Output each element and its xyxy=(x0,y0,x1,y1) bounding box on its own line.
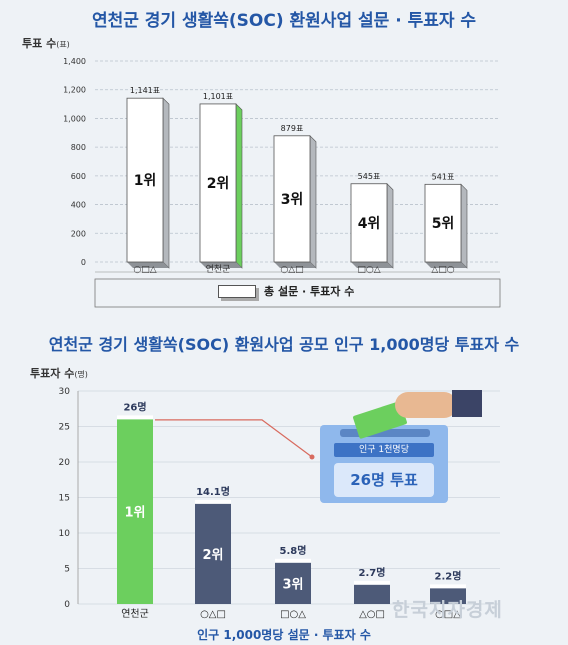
bar-rank-label: 1위 xyxy=(134,173,157,189)
ballot-box-illustration: 인구 1천명당 26명 투표 xyxy=(320,425,448,503)
x-tick-label: △○□ xyxy=(359,609,385,620)
y-tick-label: 0 xyxy=(64,600,70,610)
y-tick-label: 25 xyxy=(59,423,70,433)
bar-rank-label: 5위 xyxy=(432,216,455,232)
bar xyxy=(424,183,462,263)
bar xyxy=(117,419,153,604)
hand-icon xyxy=(395,392,457,418)
bar xyxy=(199,103,237,263)
y-tick-label: 30 xyxy=(59,387,71,397)
x-tick-label: □○△ xyxy=(357,265,380,275)
bar-rank-label: 3위 xyxy=(281,192,304,208)
y-tick-label: 5 xyxy=(64,565,70,575)
x-tick-label: □○△ xyxy=(280,609,306,620)
bar-bottom xyxy=(200,262,242,268)
bar-rank-label: 2위 xyxy=(202,548,223,563)
x-tick-label: ○△□ xyxy=(200,609,226,620)
bar-value-label: 541표 xyxy=(432,172,455,181)
bar xyxy=(350,183,388,263)
bar-cap xyxy=(430,584,466,589)
y-tick-label: 800 xyxy=(71,143,86,152)
bar-rank-label: 3위 xyxy=(282,577,303,592)
chart2-unit: 투표자 수(명) xyxy=(30,367,88,380)
y-tick-label: 600 xyxy=(71,172,86,181)
bar-value-label: 26명 xyxy=(123,400,146,413)
bar-value-label: 1,141표 xyxy=(130,86,160,95)
x-tick-label: 연천군 xyxy=(206,264,231,275)
legend-frame xyxy=(94,278,501,308)
bar-value-label: 545표 xyxy=(358,172,381,181)
chart1-title: 연천군 경기 생활쏙(SOC) 환원사업 설문 · 투표자 수 xyxy=(91,11,477,31)
bar xyxy=(430,588,466,604)
bar-rank-label: 4위 xyxy=(358,216,381,232)
y-tick-label: 15 xyxy=(59,494,70,504)
x-tick-label: 연천군 xyxy=(121,608,149,620)
chart1-legend-label: 총 설문 · 투표자 수 xyxy=(264,285,355,298)
chart1-svg: 0 200 400 600 800 1,000 1,200 1,400 1,141표 1위 ○□△ 1… xyxy=(63,57,501,308)
bar xyxy=(273,135,311,263)
bar-cap xyxy=(195,499,231,504)
connector-line xyxy=(155,419,313,458)
y-tick-label: 0 xyxy=(81,258,86,267)
ballot-slot xyxy=(340,429,430,437)
chart1-legend: 총 설문 · 투표자 수 xyxy=(218,283,354,299)
bar-value-label: 14.1명 xyxy=(196,485,230,498)
chart2-title: 연천군 경기 생활쏙(SOC) 환원사업 공모 인구 1,000명당 투표자 수 xyxy=(48,335,520,354)
bar-value-label: 1,101표 xyxy=(203,92,233,101)
bar-cap xyxy=(117,415,153,420)
x-tick-label: ○△□ xyxy=(280,265,303,275)
y-tick-label: 10 xyxy=(59,529,71,539)
y-tick-label: 20 xyxy=(59,458,71,468)
y-tick-label: 1,200 xyxy=(63,86,86,95)
ballot-big-text: 26명 투표 xyxy=(334,463,434,497)
bar-cap xyxy=(354,580,390,585)
bar-bottom xyxy=(274,262,316,268)
chart1-unit: 투표 수(표) xyxy=(22,37,70,50)
bar xyxy=(195,503,231,604)
y-tick-label: 1,000 xyxy=(63,114,86,123)
watermark: 한국지자경제 xyxy=(392,599,503,621)
legend-swatch xyxy=(218,284,256,298)
bar xyxy=(126,97,164,263)
bar-value-label: 2.2명 xyxy=(435,569,462,582)
bar xyxy=(354,584,390,604)
bar-bottom xyxy=(127,262,169,268)
bar-bottom xyxy=(425,262,467,268)
bar-value-label: 879표 xyxy=(281,124,304,133)
ballot-tag: 인구 1천명당 xyxy=(334,443,434,457)
x-tick-label: △□○ xyxy=(431,265,454,275)
bar-cap xyxy=(275,558,311,563)
x-tick-label: ○□△ xyxy=(133,265,156,275)
bar-value-label: 2.7명 xyxy=(359,566,386,579)
bar xyxy=(275,562,311,604)
sleeve-icon xyxy=(452,390,482,417)
chart2-legend: 인구 1,000명당 설문 · 투표자 수 xyxy=(197,628,371,642)
y-tick-label: 400 xyxy=(71,201,86,210)
bar-value-label: 5.8명 xyxy=(280,544,307,557)
x-tick-label: ○□△ xyxy=(435,609,461,620)
bar-rank-label: 1위 xyxy=(124,506,145,521)
bar-rank-label: 2위 xyxy=(207,176,230,192)
bar-bottom xyxy=(351,262,393,268)
connector-dot xyxy=(309,454,315,460)
y-tick-label: 1,400 xyxy=(63,57,86,66)
y-tick-label: 200 xyxy=(71,229,86,238)
